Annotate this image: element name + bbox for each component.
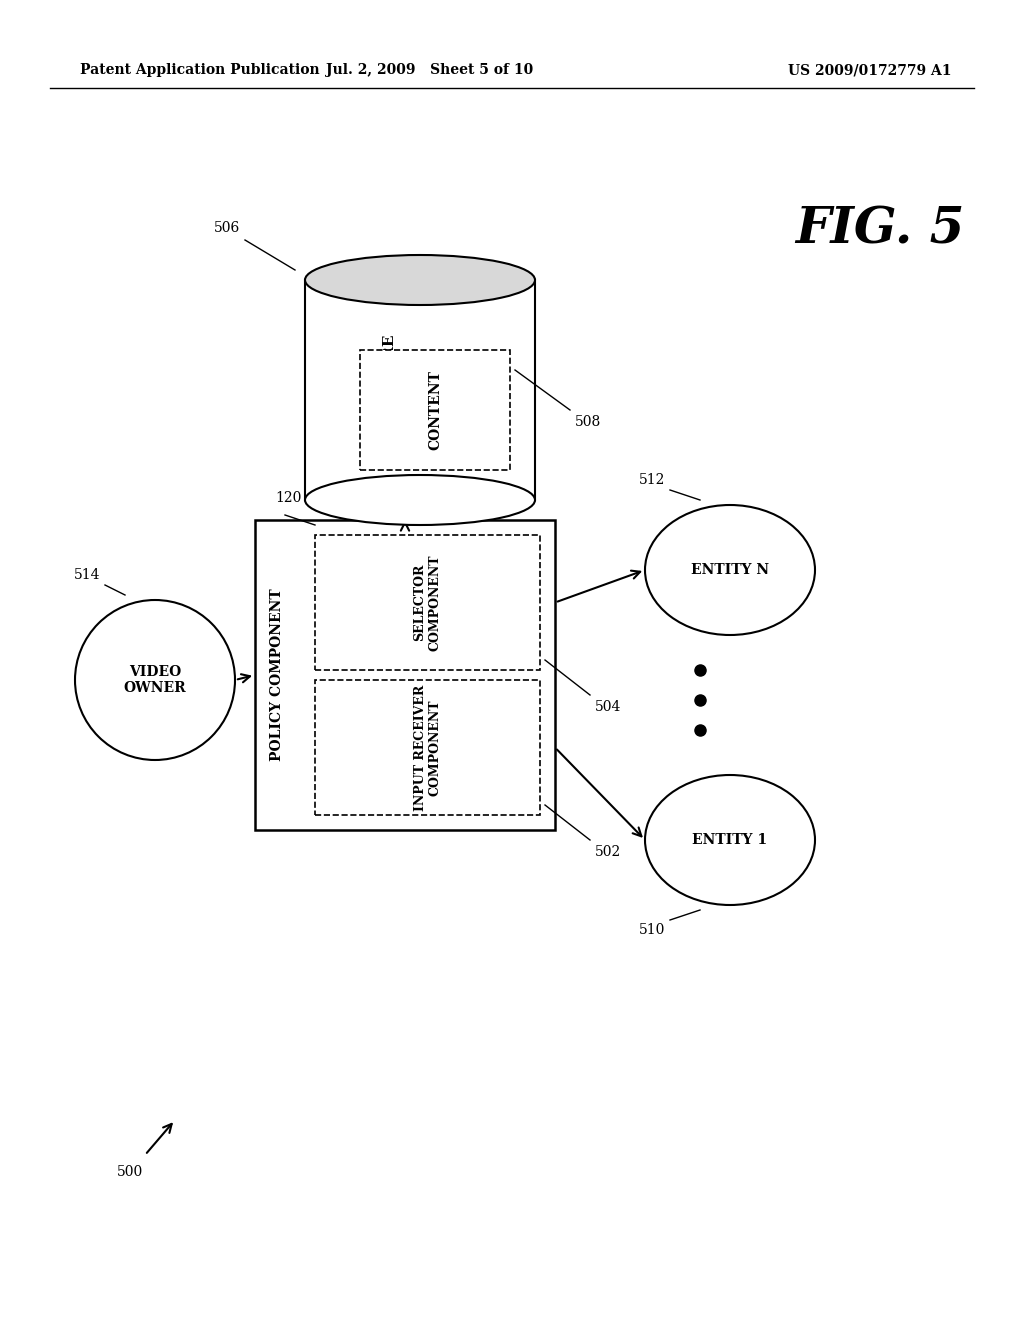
Text: 512: 512 — [639, 473, 665, 487]
Bar — [255, 520, 555, 830]
Ellipse shape — [305, 475, 535, 525]
Text: 120: 120 — [275, 491, 301, 506]
Text: 506: 506 — [214, 220, 240, 235]
Text: ENTITY N: ENTITY N — [691, 564, 769, 577]
Text: VIDEO
OWNER: VIDEO OWNER — [124, 665, 186, 696]
Text: POLICY COMPONENT: POLICY COMPONENT — [270, 589, 284, 762]
Text: FIG. 5: FIG. 5 — [796, 206, 965, 255]
Bar — [315, 535, 540, 671]
Text: Jul. 2, 2009   Sheet 5 of 10: Jul. 2, 2009 Sheet 5 of 10 — [327, 63, 534, 77]
Text: 504: 504 — [595, 700, 622, 714]
Bar — [360, 350, 510, 470]
Text: US 2009/0172779 A1: US 2009/0172779 A1 — [788, 63, 951, 77]
Text: 500: 500 — [117, 1166, 143, 1179]
Text: SELECTOR
COMPONENT: SELECTOR COMPONENT — [414, 554, 441, 651]
Ellipse shape — [305, 255, 535, 305]
Text: CONTENT: CONTENT — [428, 370, 442, 450]
Ellipse shape — [645, 506, 815, 635]
Text: DATA STORE: DATA STORE — [383, 334, 397, 446]
Text: 514: 514 — [74, 568, 100, 582]
Bar — [315, 680, 540, 814]
Ellipse shape — [75, 601, 234, 760]
Text: INPUT RECEIVER
COMPONENT: INPUT RECEIVER COMPONENT — [414, 684, 441, 810]
Text: 510: 510 — [639, 923, 665, 937]
Text: Patent Application Publication: Patent Application Publication — [80, 63, 319, 77]
Text: ENTITY 1: ENTITY 1 — [692, 833, 768, 847]
Text: 502: 502 — [595, 845, 622, 859]
Ellipse shape — [645, 775, 815, 906]
Text: 508: 508 — [575, 414, 601, 429]
